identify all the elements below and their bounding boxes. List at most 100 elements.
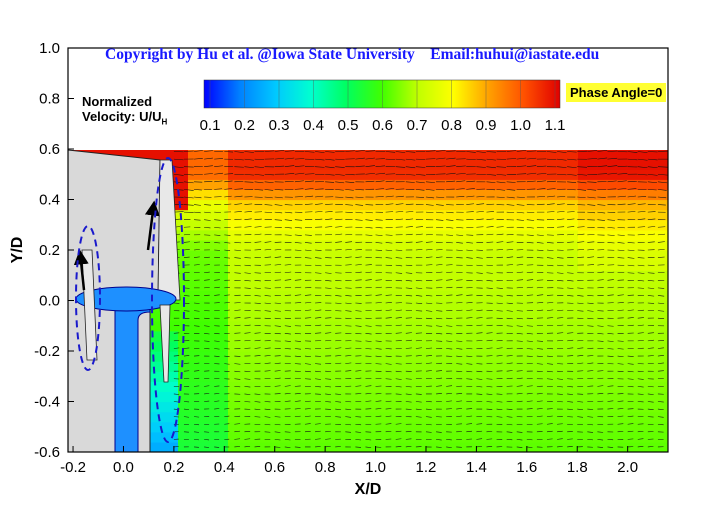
velocity-vector (506, 295, 513, 297)
velocity-cell (608, 381, 619, 392)
velocity-vector (345, 234, 353, 236)
velocity-vector (284, 271, 292, 273)
velocity-cell (598, 320, 609, 332)
velocity-cell (238, 290, 249, 302)
velocity-cell (598, 239, 609, 251)
velocity-vector (577, 196, 586, 199)
velocity-cell (658, 391, 668, 403)
velocity-cell (578, 290, 589, 302)
velocity-vector (486, 401, 493, 403)
velocity-vector (234, 264, 241, 267)
velocity-cell (368, 320, 379, 332)
velocity-cell (358, 300, 369, 312)
velocity-cell (228, 371, 239, 382)
velocity-cell (648, 250, 659, 261)
velocity-cell (568, 441, 579, 452)
velocity-vector (183, 189, 194, 191)
velocity-cell (258, 361, 269, 372)
velocity-vector (335, 355, 342, 357)
velocity-cell (268, 431, 279, 443)
velocity-vector (224, 257, 231, 259)
velocity-cell (208, 260, 219, 271)
velocity-cell (218, 270, 229, 281)
velocity-vector (264, 408, 271, 410)
velocity-cell (198, 199, 209, 211)
velocity-cell (248, 320, 259, 332)
velocity-vector (395, 280, 403, 282)
velocity-vector (395, 272, 403, 274)
velocity-vector (395, 332, 402, 334)
velocity-vector (647, 158, 658, 161)
velocity-cell (548, 300, 559, 312)
velocity-vector (577, 249, 585, 251)
velocity-vector (415, 173, 426, 176)
velocity-cell (298, 441, 309, 452)
velocity-cell (548, 250, 559, 261)
velocity-vector (657, 181, 668, 184)
velocity-cell (558, 250, 569, 261)
velocity-cell (468, 250, 479, 261)
velocity-cell (588, 219, 599, 231)
velocity-vector (536, 188, 546, 190)
velocity-cell (268, 391, 279, 403)
velocity-vector (506, 189, 516, 191)
velocity-vector (587, 416, 594, 418)
velocity-cell (488, 330, 499, 342)
velocity-vector (264, 196, 273, 199)
velocity-cell (228, 239, 239, 251)
velocity-cell (478, 431, 489, 443)
velocity-vector (375, 400, 382, 402)
velocity-vector (244, 287, 251, 289)
velocity-cell (328, 310, 339, 322)
velocity-vector (194, 249, 200, 251)
velocity-cell (558, 371, 569, 382)
velocity-cell (428, 391, 439, 403)
velocity-vector (264, 370, 271, 372)
velocity-vector (617, 363, 624, 365)
velocity-vector (476, 264, 483, 267)
velocity-cell (248, 179, 259, 190)
velocity-vector (214, 348, 220, 350)
velocity-cell (538, 441, 549, 452)
velocity-cell (488, 340, 499, 352)
velocity-cell (588, 401, 599, 413)
velocity-cell (358, 229, 369, 241)
velocity-cell (428, 159, 439, 170)
velocity-vector (607, 172, 618, 175)
velocity-vector (395, 151, 406, 153)
velocity-vector (254, 408, 261, 411)
velocity-cell (538, 260, 549, 271)
velocity-vector (234, 195, 243, 198)
velocity-vector (224, 408, 230, 410)
velocity-cell (218, 189, 229, 201)
velocity-cell (188, 361, 199, 372)
velocity-vector (325, 151, 335, 153)
velocity-cell (358, 290, 369, 302)
velocity-vector (506, 181, 516, 183)
velocity-vector (335, 218, 343, 220)
velocity-cell (598, 310, 609, 322)
velocity-vector (617, 423, 624, 425)
velocity-vector (627, 257, 635, 259)
velocity-cell (398, 401, 409, 413)
velocity-cell (428, 330, 439, 342)
velocity-vector (597, 370, 604, 372)
velocity-cell (268, 219, 279, 231)
velocity-vector (234, 188, 243, 190)
velocity-vector (315, 430, 321, 433)
velocity-cell (608, 169, 619, 180)
velocity-vector (204, 204, 212, 206)
velocity-vector (405, 438, 412, 440)
velocity-cell (578, 381, 589, 392)
velocity-vector (315, 438, 321, 440)
velocity-cell (308, 189, 319, 201)
velocity-vector (335, 408, 342, 411)
velocity-cell (278, 300, 289, 312)
velocity-cell (488, 371, 499, 382)
velocity-cell (318, 441, 329, 452)
velocity-vector (637, 438, 644, 440)
velocity-cell (318, 280, 329, 291)
velocity-cell (218, 431, 229, 443)
velocity-vector (486, 226, 494, 228)
velocity-cell (588, 189, 599, 201)
